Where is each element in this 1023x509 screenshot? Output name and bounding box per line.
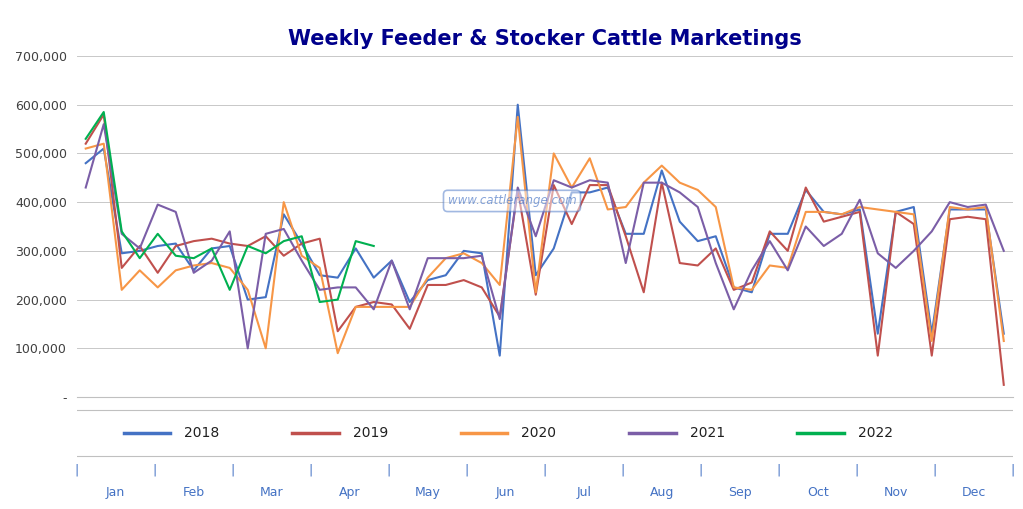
2021 [602,180,614,186]
2020 [602,207,614,213]
2022 [151,231,164,237]
2018 [494,353,506,359]
Text: |: | [621,463,625,476]
2021 [710,260,722,266]
2019 [943,216,955,222]
Text: |: | [1011,463,1015,476]
Line: 2020: 2020 [86,117,1004,353]
Text: |: | [776,463,781,476]
2019 [421,282,434,288]
Text: Jun: Jun [496,486,516,499]
Text: Sep: Sep [728,486,752,499]
2019 [530,292,542,298]
2021 [997,248,1010,254]
Text: |: | [542,463,547,476]
Text: |: | [464,463,469,476]
2018 [673,218,685,224]
2018 [512,102,524,108]
Text: |: | [152,463,157,476]
2019 [656,180,668,186]
2020 [151,285,164,291]
2021 [170,209,182,215]
Text: Oct: Oct [807,486,829,499]
Text: www.cattlerange.com: www.cattlerange.com [448,194,576,208]
Text: Dec: Dec [962,486,986,499]
Text: |: | [933,463,937,476]
Title: Weekly Feeder & Stocker Cattle Marketings: Weekly Feeder & Stocker Cattle Marketing… [287,29,802,49]
2020 [997,338,1010,344]
Text: Jan: Jan [106,486,126,499]
Line: 2021: 2021 [86,124,1004,348]
2022 [80,136,92,142]
Line: 2022: 2022 [86,112,373,302]
2019 [997,382,1010,388]
Text: Aug: Aug [650,486,674,499]
Text: Jul: Jul [576,486,591,499]
Text: |: | [854,463,859,476]
2018 [710,233,722,239]
Text: |: | [230,463,235,476]
2021 [440,255,452,261]
2019 [692,263,704,269]
Text: Feb: Feb [183,486,205,499]
2021 [97,121,109,127]
Text: 2021: 2021 [690,426,725,440]
2021 [80,184,92,190]
2019 [80,140,92,147]
2020 [421,275,434,281]
2018 [602,184,614,190]
Text: |: | [699,463,703,476]
2020 [547,150,560,156]
Text: |: | [309,463,313,476]
Text: Nov: Nov [884,486,908,499]
Text: 2019: 2019 [353,426,388,440]
Text: 2018: 2018 [184,426,220,440]
2019 [170,243,182,249]
2021 [547,177,560,183]
Line: 2019: 2019 [86,115,1004,385]
Text: 2020: 2020 [522,426,557,440]
Text: |: | [387,463,391,476]
Text: |: | [75,463,79,476]
Text: Apr: Apr [339,486,360,499]
2020 [80,146,92,152]
2018 [997,331,1010,337]
2018 [80,160,92,166]
2021 [673,189,685,195]
Line: 2018: 2018 [86,105,1004,356]
2020 [710,204,722,210]
Text: Mar: Mar [260,486,283,499]
2020 [331,350,344,356]
2018 [151,243,164,249]
Text: May: May [414,486,441,499]
2020 [512,114,524,120]
2018 [404,299,416,305]
2020 [673,180,685,186]
2019 [97,111,109,118]
Text: 2022: 2022 [858,426,893,440]
2018 [547,245,560,251]
2021 [241,345,254,351]
